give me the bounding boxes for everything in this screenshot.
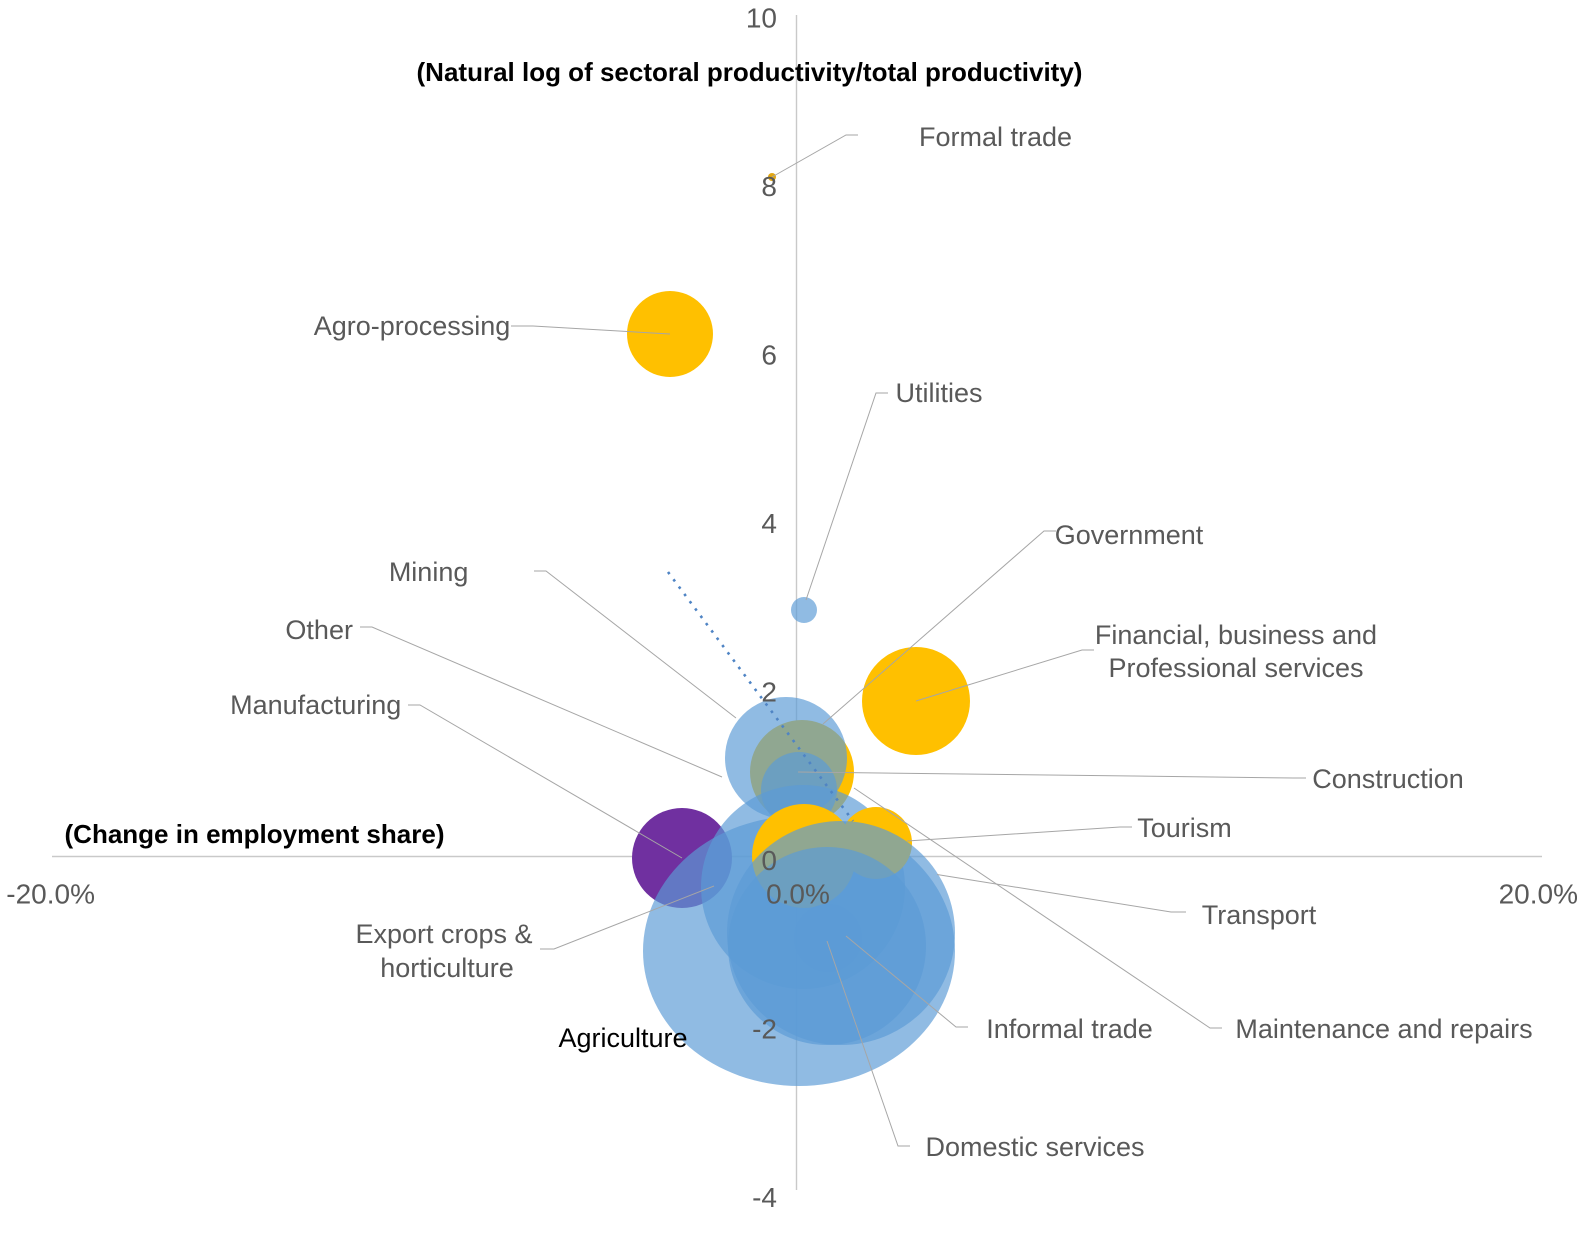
svg-text:Government: Government <box>1055 520 1204 550</box>
svg-text:Construction: Construction <box>1312 764 1464 794</box>
svg-text:-4: -4 <box>752 1182 777 1213</box>
svg-text:Mining: Mining <box>389 557 469 587</box>
svg-text:2: 2 <box>761 677 777 708</box>
svg-text:Export crops &: Export crops & <box>355 919 532 949</box>
svg-text:0: 0 <box>761 845 777 876</box>
svg-text:-20.0%: -20.0% <box>6 879 95 910</box>
svg-text:Informal trade: Informal trade <box>986 1014 1153 1044</box>
svg-text:Manufacturing: Manufacturing <box>230 690 401 720</box>
svg-text:Formal trade: Formal trade <box>919 122 1072 152</box>
svg-text:0.0%: 0.0% <box>766 879 830 910</box>
svg-text:4: 4 <box>761 508 777 539</box>
svg-text:6: 6 <box>761 340 777 371</box>
svg-text:Professional services: Professional services <box>1108 653 1363 683</box>
svg-text:10: 10 <box>746 3 777 34</box>
svg-text:(Natural log of sectoral produ: (Natural log of sectoral productivity/to… <box>417 57 1083 87</box>
svg-text:Agriculture: Agriculture <box>558 1023 687 1053</box>
svg-text:-2: -2 <box>752 1014 777 1045</box>
svg-text:Domestic services: Domestic services <box>925 1132 1144 1162</box>
svg-text:Other: Other <box>285 615 353 645</box>
svg-text:Tourism: Tourism <box>1137 813 1232 843</box>
svg-text:20.0%: 20.0% <box>1499 879 1578 910</box>
svg-text:Financial, business and: Financial, business and <box>1095 620 1377 650</box>
svg-text:(Change in employment share): (Change in employment share) <box>65 819 445 849</box>
svg-text:Agro-processing: Agro-processing <box>314 311 511 341</box>
svg-text:Utilities: Utilities <box>895 378 982 408</box>
svg-text:Maintenance and repairs: Maintenance and repairs <box>1235 1014 1532 1044</box>
svg-text:8: 8 <box>761 171 777 202</box>
svg-text:Transport: Transport <box>1202 900 1317 930</box>
svg-text:horticulture: horticulture <box>380 953 514 983</box>
